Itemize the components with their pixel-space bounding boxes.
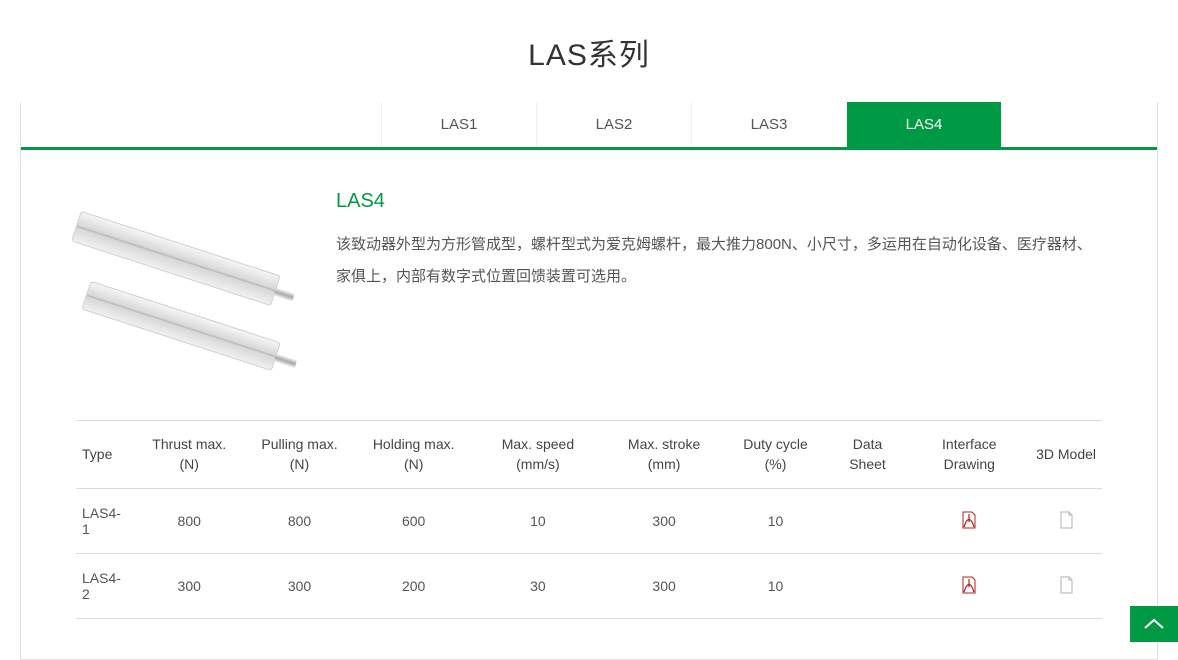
product-image	[76, 190, 306, 370]
cell-pull: 300	[244, 554, 355, 619]
cell-speed: 10	[472, 489, 604, 554]
page-title: LAS系列	[0, 0, 1178, 102]
interface-drawing-link[interactable]	[909, 554, 1031, 619]
tabbar-spacer	[1001, 102, 1157, 147]
col-stroke: Max. stroke (mm)	[604, 421, 725, 489]
cell-duty: 10	[724, 554, 826, 619]
tab-las4[interactable]: LAS4	[846, 102, 1001, 147]
3d-model-link[interactable]	[1030, 554, 1102, 619]
col-3dmodel: 3D Model	[1030, 421, 1102, 489]
tab-las3[interactable]: LAS3	[691, 102, 846, 147]
table-row: LAS4-2 300 300 200 30 300 10	[76, 554, 1102, 619]
product-description: 该致动器外型为方形管成型，螺杆型式为爱克姆螺杆，最大推力800N、小尺寸，多运用…	[336, 229, 1102, 292]
document-icon	[1059, 576, 1074, 594]
product-name: LAS4	[336, 190, 1102, 213]
content-frame: LAS1 LAS2 LAS3 LAS4 LAS4 该致动器外型为方形管成型，螺杆…	[20, 102, 1158, 660]
cell-hold: 600	[355, 489, 472, 554]
table-header-row: Type Thrust max. (N) Pulling max. (N) Ho…	[76, 421, 1102, 489]
col-interface: Interface Drawing	[909, 421, 1031, 489]
cell-type: LAS4-1	[76, 489, 135, 554]
table-row: LAS4-1 800 800 600 10 300 10	[76, 489, 1102, 554]
cell-thrust: 800	[135, 489, 244, 554]
cell-datasheet	[827, 489, 909, 554]
cell-speed: 30	[472, 554, 604, 619]
cell-type: LAS4-2	[76, 554, 135, 619]
pdf-icon	[961, 511, 977, 529]
product-row: LAS4 该致动器外型为方形管成型，螺杆型式为爱克姆螺杆，最大推力800N、小尺…	[21, 150, 1157, 400]
col-datasheet: Data Sheet	[827, 421, 909, 489]
tab-las2[interactable]: LAS2	[536, 102, 691, 147]
document-icon	[1059, 511, 1074, 529]
scroll-to-top-button[interactable]	[1130, 606, 1178, 642]
tabbar: LAS1 LAS2 LAS3 LAS4	[21, 102, 1157, 150]
cell-stroke: 300	[604, 554, 725, 619]
spec-table: Type Thrust max. (N) Pulling max. (N) Ho…	[76, 420, 1102, 619]
3d-model-link[interactable]	[1030, 489, 1102, 554]
tabbar-spacer	[21, 102, 381, 147]
pdf-icon	[961, 576, 977, 594]
col-duty: Duty cycle (%)	[724, 421, 826, 489]
col-thrust: Thrust max. (N)	[135, 421, 244, 489]
cell-stroke: 300	[604, 489, 725, 554]
product-text: LAS4 该致动器外型为方形管成型，螺杆型式为爱克姆螺杆，最大推力800N、小尺…	[336, 190, 1102, 370]
cell-hold: 200	[355, 554, 472, 619]
tab-las1[interactable]: LAS1	[381, 102, 536, 147]
chevron-up-icon	[1143, 617, 1165, 631]
interface-drawing-link[interactable]	[909, 489, 1031, 554]
cell-pull: 800	[244, 489, 355, 554]
col-type: Type	[76, 421, 135, 489]
col-holding: Holding max. (N)	[355, 421, 472, 489]
col-pulling: Pulling max. (N)	[244, 421, 355, 489]
cell-thrust: 300	[135, 554, 244, 619]
cell-duty: 10	[724, 489, 826, 554]
cell-datasheet	[827, 554, 909, 619]
col-speed: Max. speed (mm/s)	[472, 421, 604, 489]
